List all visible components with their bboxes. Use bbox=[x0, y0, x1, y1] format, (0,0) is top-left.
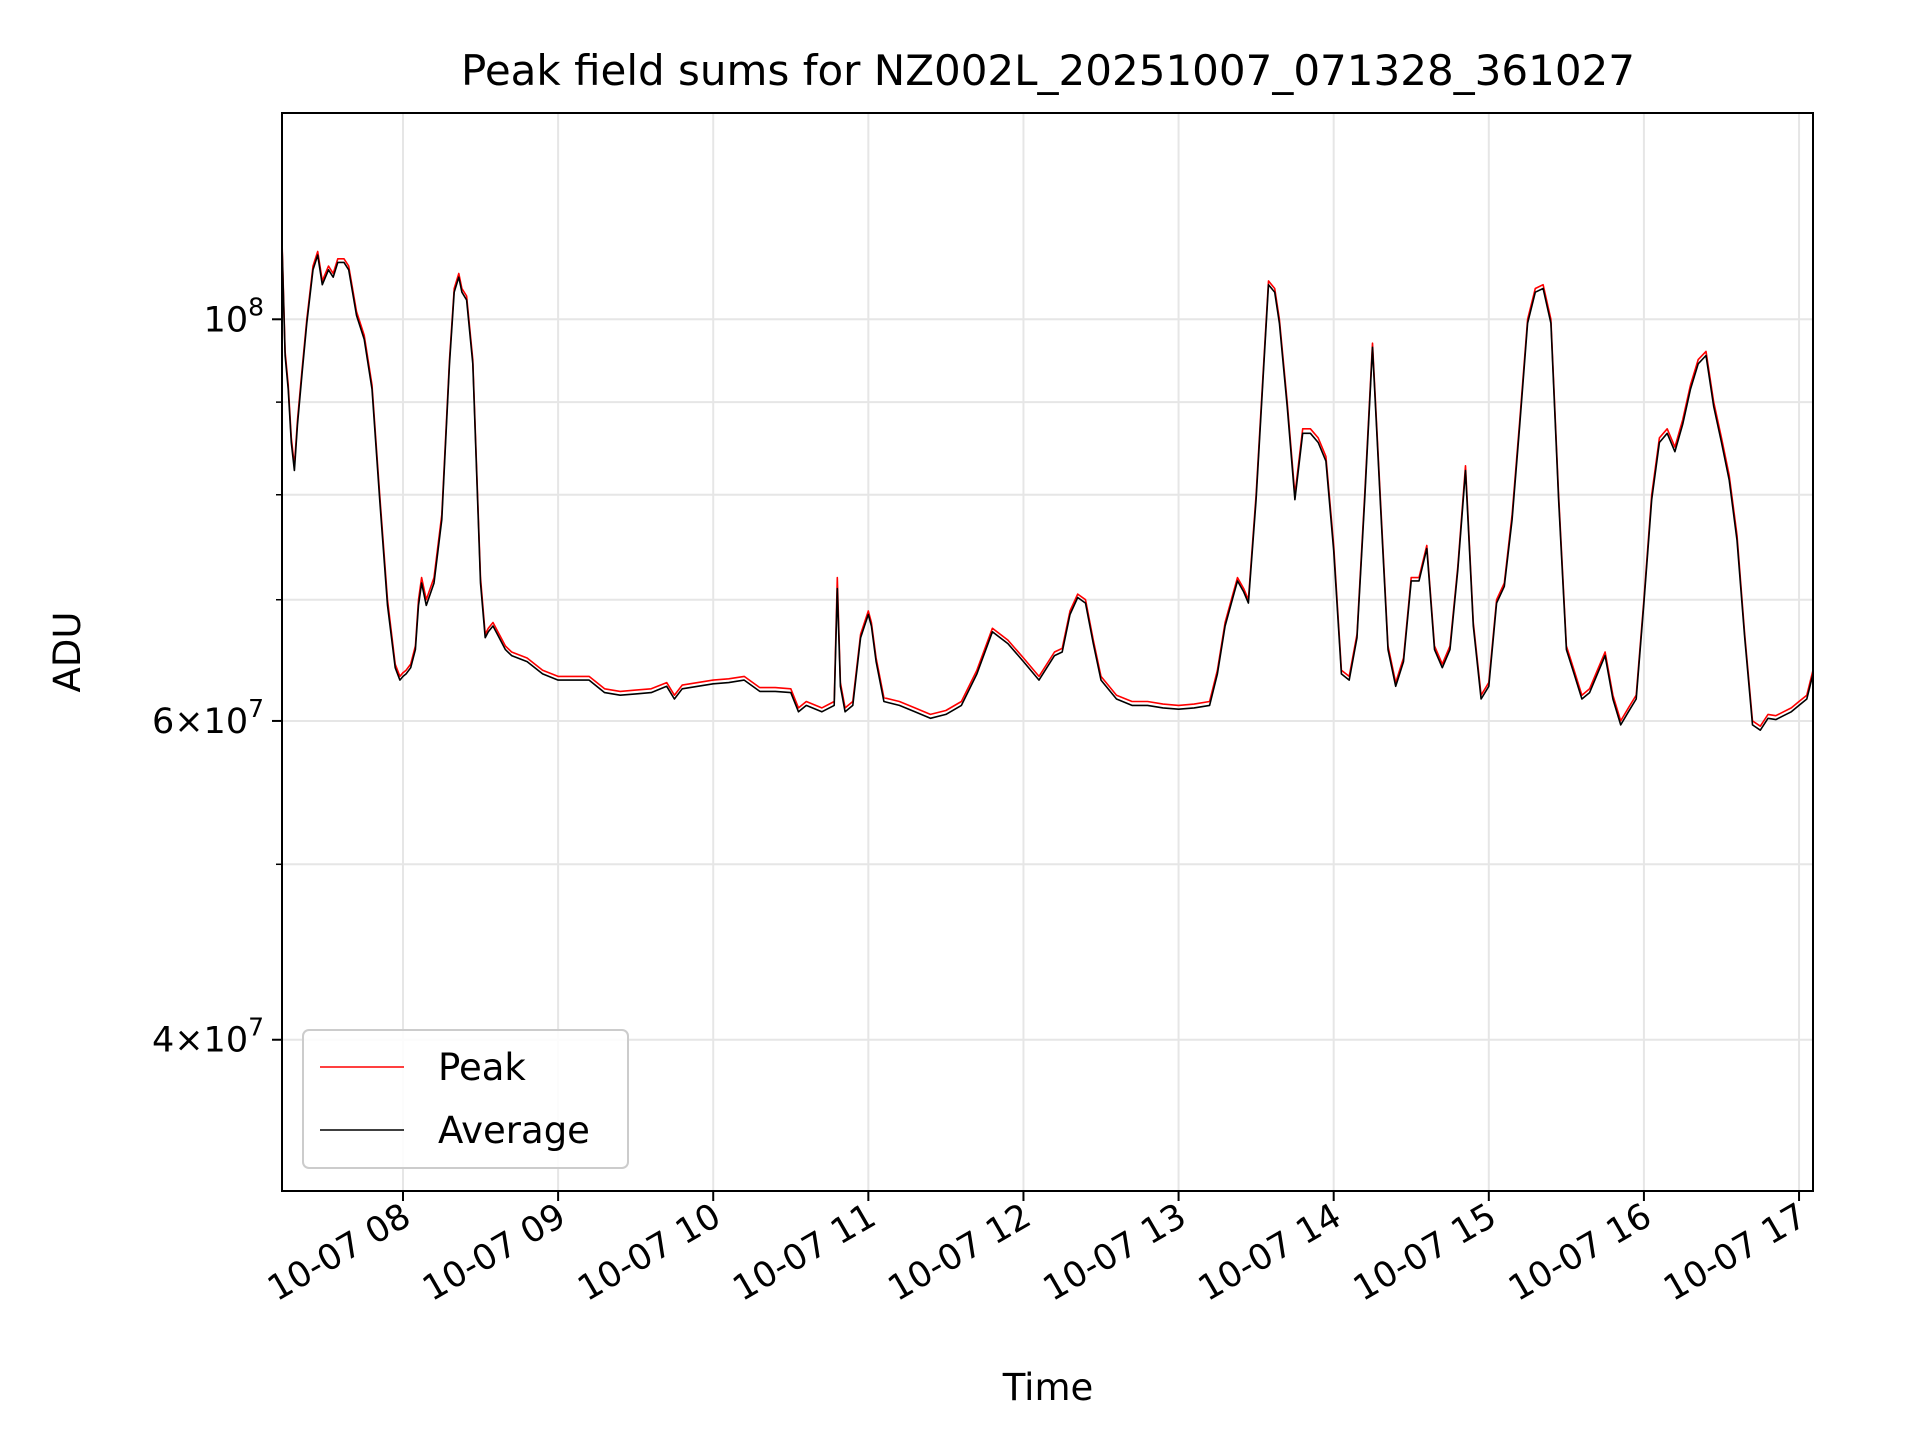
y-tick-base: 10 bbox=[204, 300, 249, 340]
legend-average-label: Average bbox=[438, 1109, 590, 1152]
x-tick-label: 10-07 12 bbox=[882, 1196, 1038, 1309]
series-line-average bbox=[281, 244, 1814, 732]
y-tick-multiplier: 4× bbox=[152, 1021, 204, 1061]
legend-box bbox=[302, 1029, 629, 1169]
y-tick-multiplier: 6× bbox=[152, 702, 204, 742]
plot-frame bbox=[281, 112, 1814, 1192]
chart-title: Peak field sums for NZ002L_20251007_0713… bbox=[461, 46, 1635, 95]
x-tick-label: 10-07 15 bbox=[1347, 1196, 1503, 1309]
y-tick-base: 10 bbox=[204, 1021, 249, 1061]
y-tick-exponent: 8 bbox=[248, 292, 264, 321]
x-tick-label: 10-07 13 bbox=[1037, 1196, 1193, 1309]
series-layer bbox=[281, 240, 1814, 732]
y-tick-exponent: 7 bbox=[248, 694, 264, 723]
x-tick-label: 10-07 14 bbox=[1192, 1196, 1348, 1309]
y-tick-label: 108 bbox=[204, 292, 264, 340]
x-tick-label: 10-07 17 bbox=[1657, 1196, 1813, 1309]
series-line-peak bbox=[281, 240, 1814, 728]
x-axis-label: Time bbox=[1002, 1366, 1094, 1409]
x-tick-label: 10-07 09 bbox=[416, 1196, 572, 1309]
y-axis-label: ADU bbox=[46, 612, 89, 693]
y-tick-label: 4×107 bbox=[152, 1013, 264, 1061]
x-tick-label: 10-07 11 bbox=[727, 1196, 883, 1309]
x-tick-label: 10-07 08 bbox=[261, 1196, 417, 1309]
y-tick-exponent: 7 bbox=[248, 1013, 264, 1042]
y-tick-base: 10 bbox=[204, 702, 249, 742]
grid bbox=[282, 113, 1813, 1191]
x-tick-label: 10-07 10 bbox=[571, 1196, 727, 1309]
legend-peak-label: Peak bbox=[438, 1046, 526, 1089]
y-tick-label: 6×107 bbox=[152, 694, 264, 742]
legend: Peak Average bbox=[302, 1029, 629, 1169]
x-tick-label: 10-07 16 bbox=[1502, 1196, 1658, 1309]
